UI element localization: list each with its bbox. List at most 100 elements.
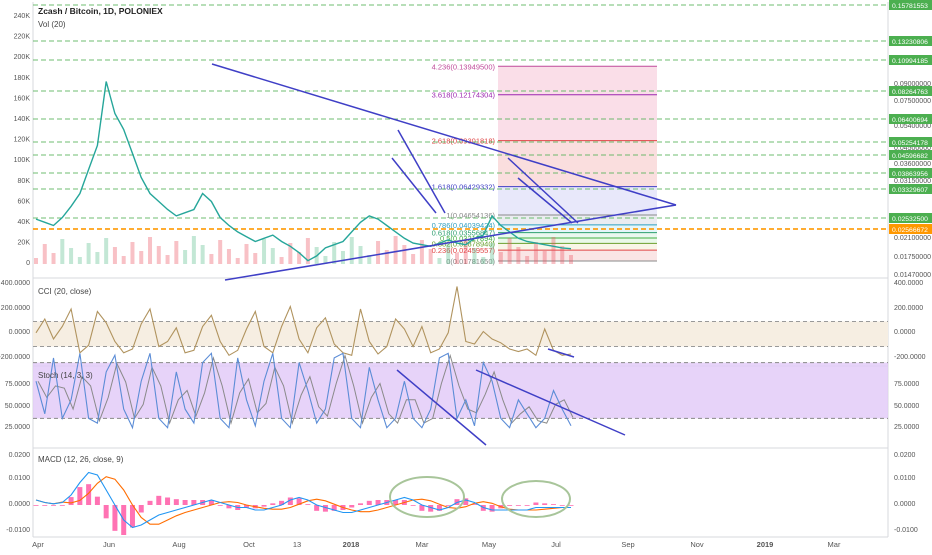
volume-bar <box>51 253 56 264</box>
macd-histogram-bar <box>445 505 451 506</box>
macd-histogram-bar <box>217 505 223 506</box>
volume-bar <box>376 241 381 264</box>
left-axis-tick: 80K <box>18 178 31 185</box>
left-axis-tick: 60K <box>18 198 31 205</box>
volume-bar <box>490 243 495 264</box>
axes: Apr Jun Aug Oct 13 2018 Mar May Jul Sep Nov 2019 Mar <box>32 540 841 549</box>
fib-level-label: 1(0.04654136) <box>446 211 495 220</box>
channel-line-c <box>507 157 579 224</box>
x-axis-tick: Apr <box>32 540 44 549</box>
volume-bar <box>139 251 144 264</box>
cci-series <box>35 286 572 357</box>
macd-highlight-ellipse <box>501 480 571 518</box>
volume-bar <box>191 236 196 264</box>
volume-bar <box>384 250 389 264</box>
volume-bar <box>174 241 179 264</box>
volume-bar <box>218 240 223 264</box>
macd-histogram-bar <box>94 496 100 505</box>
macd-histogram-bar <box>68 497 74 505</box>
volume-bar <box>516 247 521 264</box>
cci-tick-left: 400.0000 <box>1 280 30 287</box>
x-axis-tick: Sep <box>621 540 634 549</box>
stoch-tick-left: 75.0000 <box>5 381 30 388</box>
volume-bar <box>165 255 170 264</box>
fib-level-label: 1.618(0.06429332) <box>432 183 496 192</box>
price-label: 0.03329607 <box>892 187 928 194</box>
x-axis-tick: May <box>482 540 496 549</box>
volume-bar <box>226 249 231 264</box>
volume-bar <box>112 247 117 264</box>
fib-zone <box>498 186 657 216</box>
volume-bar <box>262 239 267 264</box>
macd-histogram-bar <box>287 497 293 505</box>
macd-series <box>35 471 571 529</box>
volume-bar <box>86 243 91 264</box>
left-axis-tick: 40K <box>18 219 31 226</box>
volume-bar <box>358 246 363 264</box>
volume-bar <box>279 257 284 264</box>
x-axis-tick: 13 <box>293 540 301 549</box>
left-axis-tick: 220K <box>14 34 31 41</box>
stoch-trendline-b <box>475 369 626 436</box>
stoch-d-series <box>37 353 574 426</box>
right-axis-tick: 0.03150000 <box>894 178 931 185</box>
macd-histogram-bar <box>419 505 425 511</box>
trendline-upper <box>211 63 677 206</box>
price-label-box <box>889 168 932 178</box>
volume-bar <box>402 245 407 264</box>
stoch-title: Stoch (14, 3, 3) <box>38 371 93 380</box>
macd-histogram-bar <box>112 505 118 531</box>
volume-bar <box>253 253 258 264</box>
macd-histogram-bar <box>349 505 355 508</box>
stoch-pane: 75.0000 75.0000 50.0000 50.0000 25.0000 25.00… <box>5 352 919 446</box>
x-axis-tick: Jul <box>551 540 561 549</box>
volume-bar <box>340 251 345 264</box>
macd-histogram-bar <box>138 505 144 513</box>
macd-histogram-bar <box>331 505 337 511</box>
volume-bar <box>60 239 65 264</box>
volume-bar <box>69 248 74 264</box>
macd-histogram-bar <box>86 484 92 505</box>
macd-histogram-bar <box>366 500 372 505</box>
price-pane: 4.236(0.13949500)3.618(0.12174304)2.618(… <box>14 0 932 281</box>
volume-bar <box>121 256 126 264</box>
price-label-box <box>889 224 932 234</box>
price-label-box <box>889 86 932 96</box>
volume-bar <box>130 242 135 264</box>
fib-zone <box>498 232 657 238</box>
fib-level-label: 0(0.01781650) <box>446 257 495 266</box>
price-label: 0.08264763 <box>892 89 928 96</box>
price-series <box>35 81 572 262</box>
price-label: 0.13230806 <box>892 39 928 46</box>
stoch-tick-right: 25.0000 <box>894 424 919 431</box>
volume-bar <box>183 250 188 264</box>
right-axis-tick: 0.03600000 <box>894 161 931 168</box>
volume-bar <box>542 251 547 264</box>
macd-histogram-bar <box>42 505 48 506</box>
macd-histogram-bar <box>559 505 565 506</box>
macd-histogram-bar <box>270 503 276 505</box>
cci-trendline <box>547 348 575 358</box>
macd-histogram-bar <box>322 505 328 512</box>
macd-histogram-bar <box>489 505 495 512</box>
volume-bar <box>551 237 556 264</box>
volume-bar <box>235 258 240 264</box>
x-axis-tick: Mar <box>416 540 429 549</box>
right-axis-tick: 0.01750000 <box>894 254 931 261</box>
macd-histogram-bar <box>305 504 311 505</box>
macd-histogram-bar <box>165 497 171 505</box>
price-label-box <box>889 137 932 147</box>
cci-tick-left: 200.0000 <box>1 305 30 312</box>
volume-bar <box>323 256 328 264</box>
price-label: 0.06400694 <box>892 117 928 124</box>
macd-histogram-bar <box>393 500 399 505</box>
fib-zone <box>498 140 657 187</box>
macd-tick-right: 0.0000 <box>894 501 916 508</box>
price-label-box <box>889 0 932 10</box>
volume-bar <box>367 255 372 264</box>
macd-histogram-bar <box>314 505 320 511</box>
volume-bar <box>481 257 486 264</box>
macd-histogram-bar <box>410 505 416 506</box>
